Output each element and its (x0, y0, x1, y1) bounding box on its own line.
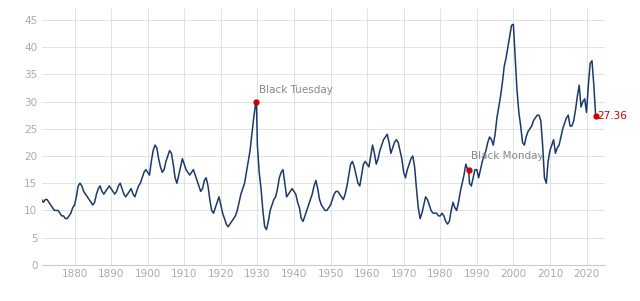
Text: 27.36: 27.36 (598, 111, 627, 121)
Text: Black Monday: Black Monday (472, 151, 544, 161)
Text: Black Tuesday: Black Tuesday (259, 85, 333, 95)
